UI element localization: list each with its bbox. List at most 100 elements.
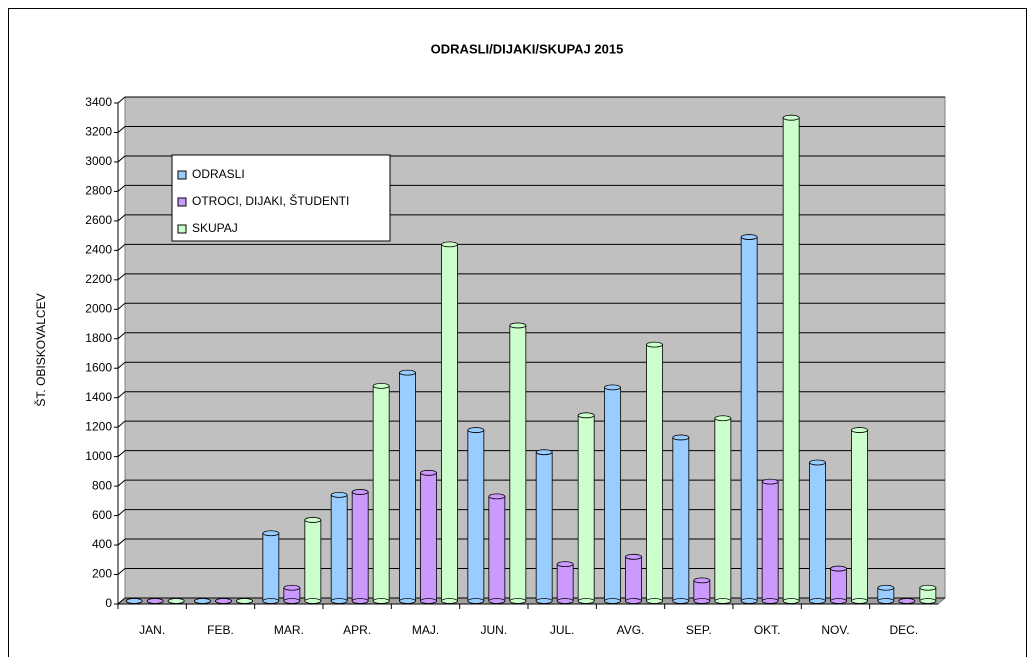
bar-base <box>740 598 758 604</box>
grid-line <box>117 479 126 487</box>
bar <box>215 598 232 604</box>
bar <box>372 382 390 604</box>
bar-top <box>215 598 232 604</box>
chart-title: ODRASLI/DIJAKI/SKUPAJ 2015 <box>431 41 624 56</box>
bar-top <box>236 598 253 604</box>
y-tick-label: 3000 <box>85 154 112 168</box>
bar-body <box>509 325 527 602</box>
bar-top <box>125 598 143 604</box>
y-tick-label: 3200 <box>85 125 112 139</box>
bar <box>509 322 527 604</box>
bar <box>330 492 348 604</box>
x-tick-label: DEC. <box>889 623 918 637</box>
grid-line <box>117 597 126 605</box>
bar-top <box>809 459 826 466</box>
bar <box>488 493 506 604</box>
bar-base <box>262 598 280 604</box>
grid-line <box>117 568 126 575</box>
bar-top <box>535 449 553 456</box>
bar-top <box>283 584 301 591</box>
bar-top <box>262 530 280 537</box>
grid-line <box>117 243 126 251</box>
x-tick-label: MAR. <box>274 623 304 637</box>
y-tick-label: 2800 <box>85 184 112 198</box>
bar <box>420 469 437 604</box>
bar-top <box>330 492 348 498</box>
bar-body <box>761 481 779 602</box>
bar <box>194 598 211 604</box>
bar-top <box>646 341 663 348</box>
grid-line <box>117 450 126 458</box>
bar <box>604 384 621 604</box>
bar-base <box>467 598 485 604</box>
bar-top <box>441 241 458 248</box>
bar-base <box>761 598 779 604</box>
bar-body <box>782 117 800 602</box>
bar-base <box>646 598 663 604</box>
bar-top <box>761 478 779 485</box>
bar-body <box>467 429 485 602</box>
bar <box>740 234 758 604</box>
grid-line <box>117 96 126 104</box>
y-tick-label: 1200 <box>85 419 112 433</box>
y-tick-label: 3400 <box>85 95 112 109</box>
bar-base <box>809 598 826 604</box>
legend-label: SKUPAJ <box>192 221 238 235</box>
bar-top <box>693 577 711 584</box>
legend-swatch <box>177 170 187 180</box>
y-tick-label: 800 <box>92 478 112 492</box>
bar <box>556 561 574 604</box>
grid-line <box>117 302 126 310</box>
legend-label: OTROCI, DIJAKI, ŠTUDENTI <box>192 193 349 208</box>
grid-line <box>117 509 126 516</box>
bar <box>304 517 322 604</box>
bar-top <box>556 561 574 568</box>
grid-line <box>117 126 126 133</box>
bar <box>125 598 143 604</box>
bar-base <box>304 598 322 604</box>
bar <box>809 459 826 604</box>
bar-base <box>625 598 642 604</box>
bar <box>761 478 779 604</box>
bar-top <box>830 565 847 572</box>
y-tick-label: 1000 <box>85 449 112 463</box>
bar-base <box>283 598 301 604</box>
x-tick-label: JUL. <box>550 623 575 637</box>
bar-body <box>625 556 642 602</box>
bar-body <box>488 495 506 602</box>
bar-body <box>646 344 663 602</box>
bar <box>146 598 164 604</box>
legend-label: ODRASLI <box>192 167 245 181</box>
bar-base <box>604 598 621 604</box>
bar <box>283 584 301 604</box>
x-tick-label: NOV. <box>821 623 849 637</box>
bar <box>625 553 642 604</box>
bar-base <box>830 598 847 604</box>
bar-body <box>535 451 553 602</box>
x-tick-label: SEP. <box>686 623 712 637</box>
bar-top <box>488 493 506 500</box>
bar-top <box>577 412 595 419</box>
bar-base <box>672 598 690 604</box>
bar <box>262 530 280 604</box>
legend-swatch <box>177 197 187 207</box>
bar <box>441 241 458 604</box>
bar-top <box>304 517 322 523</box>
y-tick-label: 600 <box>92 508 112 522</box>
y-tick-label: 1400 <box>85 390 112 404</box>
bar-top <box>194 598 211 604</box>
x-tick-label: FEB. <box>207 623 234 637</box>
bar-base <box>420 598 437 604</box>
grid-line <box>117 420 126 428</box>
x-tick-label: JUN. <box>480 623 507 637</box>
bar <box>467 427 485 604</box>
bar-base <box>919 598 937 604</box>
bar-top <box>467 427 485 433</box>
bar-top <box>420 469 437 476</box>
bar-top <box>167 598 185 604</box>
bar-top <box>399 369 416 376</box>
bar <box>236 598 253 604</box>
bar-body <box>809 462 826 602</box>
bar-body <box>420 472 437 602</box>
bar-body <box>330 494 348 602</box>
